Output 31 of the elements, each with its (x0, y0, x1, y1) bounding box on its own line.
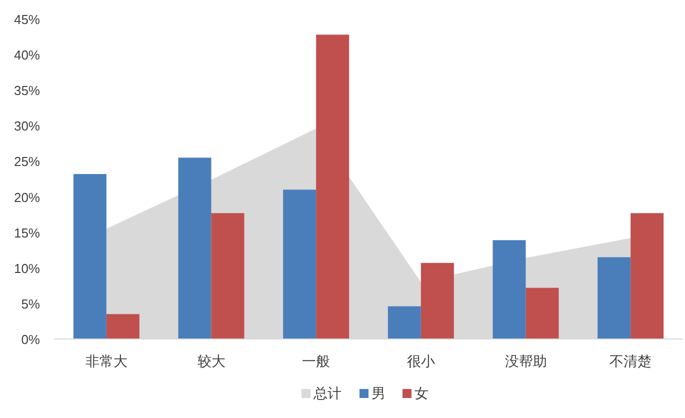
y-tick-label: 30% (14, 118, 40, 134)
x-tick-label: 非常大 (85, 353, 128, 369)
bar (630, 213, 664, 339)
bar (178, 158, 212, 339)
bar (211, 213, 244, 339)
bar (420, 262, 454, 339)
x-tick-label: 一般 (302, 353, 330, 369)
x-tick-label: 不清楚 (610, 353, 652, 369)
y-tick-label: 35% (14, 83, 40, 98)
bar (492, 240, 526, 339)
y-tick-label: 5% (21, 296, 40, 312)
x-tick-label: 没帮助 (504, 353, 547, 369)
bar (106, 314, 140, 339)
bar (316, 34, 350, 339)
bar (73, 174, 106, 339)
x-tick-label: 较大 (197, 353, 226, 369)
bar (526, 288, 559, 339)
y-tick-label: 0% (21, 332, 40, 347)
y-tick-label: 20% (14, 190, 40, 205)
y-tick-label: 40% (14, 48, 40, 63)
x-tick-label: 很小 (406, 353, 435, 369)
y-tick-label: 15% (14, 225, 40, 240)
y-tick-label: 10% (14, 260, 40, 276)
y-tick-label: 45% (14, 12, 40, 27)
y-tick-label: 25% (14, 154, 40, 170)
legend-label: 女 (414, 385, 428, 401)
legend-label: 总计 (312, 385, 342, 401)
bar (598, 257, 631, 339)
bar (388, 306, 421, 339)
legend-label: 男 (372, 385, 386, 401)
bar (283, 190, 316, 339)
